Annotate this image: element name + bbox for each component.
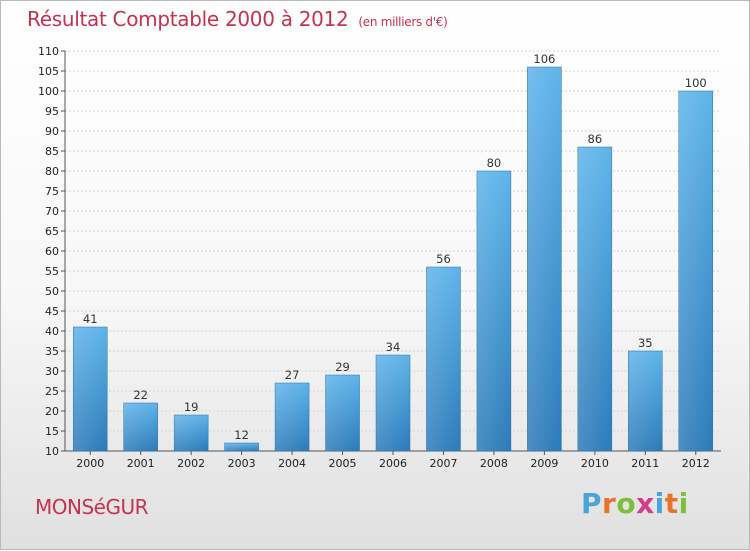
y-tick-label: 10 [45,445,59,458]
y-tick-label: 15 [45,425,59,438]
bar-highlight [527,66,562,452]
y-tick-label: 20 [45,405,59,418]
bar-value-label: 100 [685,76,707,90]
x-tick-label: 2001 [127,457,155,470]
bar-highlight [123,402,158,452]
x-tick-label: 2008 [480,457,508,470]
bar-value-label: 12 [234,428,249,442]
bar-value-label: 41 [83,312,98,326]
unit-label: (en milliers d'€) [358,15,448,29]
bar-value-label: 86 [588,132,603,146]
y-tick-label: 40 [45,325,59,338]
x-tick-label: 2010 [581,457,609,470]
bar-highlight [224,442,259,452]
x-tick-label: 2003 [228,457,256,470]
logo-letter: t [664,487,679,520]
logo-letter: r [602,487,617,520]
x-tick-label: 2005 [329,457,357,470]
town-name: MONSéGUR [35,495,149,519]
y-tick-label: 105 [38,65,59,78]
y-tick-label: 90 [45,125,59,138]
bar-value-label: 19 [184,400,199,414]
x-tick-label: 2012 [682,457,710,470]
bar-highlight [274,382,310,452]
y-tick-label: 85 [45,145,59,158]
y-tick-label: 60 [45,245,59,258]
x-tick-label: 2011 [631,457,659,470]
bar-highlight [426,266,461,452]
bar-highlight [173,414,209,452]
y-tick-label: 80 [45,165,59,178]
logo-letter: P [581,487,603,520]
bar-value-label: 29 [335,360,350,374]
x-tick-label: 2000 [76,457,104,470]
logo-letter: x [636,487,655,520]
chart-title: Résultat Comptable 2000 à 2012 (en millie… [27,7,448,31]
bar-value-label: 34 [386,340,401,354]
bar-highlight [678,90,714,452]
x-tick-label: 2009 [530,457,558,470]
x-tick-label: 2004 [278,457,306,470]
y-tick-label: 70 [45,205,59,218]
bar-value-label: 106 [533,52,555,66]
logo-letter: i [654,487,665,520]
y-tick-label: 110 [38,45,59,58]
y-tick-label: 65 [45,225,59,238]
x-tick-label: 2002 [177,457,205,470]
bar-highlight [577,146,613,452]
y-tick-label: 75 [45,185,59,198]
y-tick-label: 95 [45,105,59,118]
bar-value-label: 27 [285,368,300,382]
bar-highlight [375,354,411,452]
bar-value-label: 56 [436,252,451,266]
y-tick-label: 45 [45,305,59,318]
logo-letter: i [678,487,689,520]
logo-letter: o [616,487,637,520]
chart-title-text: Résultat Comptable 2000 à 2012 [27,7,349,31]
y-tick-label: 100 [38,85,59,98]
y-tick-label: 25 [45,385,59,398]
bar-highlight [476,170,512,452]
y-tick-label: 35 [45,345,59,358]
x-tick-label: 2007 [429,457,457,470]
bar-highlight [628,350,663,452]
x-tick-label: 2006 [379,457,407,470]
proxiti-logo: Proxiti [581,487,689,520]
bar-value-label: 80 [487,156,502,170]
y-tick-label: 55 [45,265,59,278]
bar-highlight [325,374,360,452]
bar-value-label: 35 [638,336,653,350]
y-tick-label: 30 [45,365,59,378]
bar-value-label: 22 [133,388,148,402]
bar-highlight [72,326,108,452]
y-tick-label: 50 [45,285,59,298]
